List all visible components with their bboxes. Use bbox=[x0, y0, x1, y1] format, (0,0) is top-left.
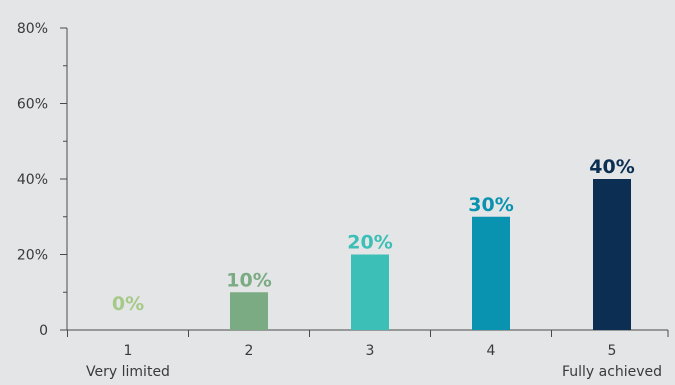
x-tick-label: 4 bbox=[487, 343, 496, 359]
bar-value-label: 0% bbox=[112, 293, 144, 315]
x-tick-label: 1 bbox=[124, 343, 133, 359]
bar-value-label: 40% bbox=[589, 156, 634, 178]
x-tick-label: 5 bbox=[608, 343, 617, 359]
y-tick-label: 80% bbox=[17, 21, 48, 37]
x-tick-label: 2 bbox=[245, 343, 254, 359]
y-tick-label: 0 bbox=[39, 323, 48, 339]
y-tick-label: 20% bbox=[17, 248, 48, 264]
bar bbox=[230, 292, 268, 330]
axes: 0 20% 40% 60% 80% 1 Very limited 2 3 4 5 Fully achi… bbox=[17, 21, 669, 380]
bars bbox=[230, 179, 631, 330]
bar-value-label: 10% bbox=[226, 269, 271, 291]
bar-value-label: 30% bbox=[468, 194, 513, 216]
x-tick-sublabel: Very limited bbox=[86, 364, 170, 380]
y-tick-label: 40% bbox=[17, 172, 48, 188]
bar bbox=[472, 216, 510, 330]
bar-value-label: 20% bbox=[347, 232, 392, 254]
y-tick-label: 60% bbox=[17, 97, 48, 113]
x-tick-label: 3 bbox=[366, 343, 375, 359]
data-labels: 0% 10% 20% 30% 40% bbox=[112, 156, 635, 315]
bar bbox=[351, 254, 389, 330]
x-tick-sublabel: Fully achieved bbox=[562, 364, 662, 380]
bar bbox=[593, 179, 631, 330]
